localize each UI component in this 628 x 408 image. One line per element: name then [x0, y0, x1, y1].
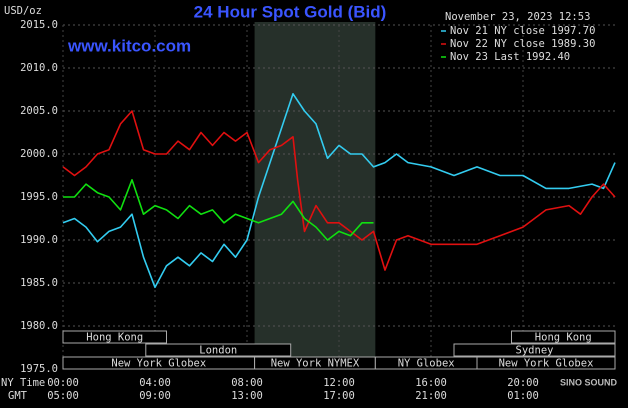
- timestamp: November 23, 2023 12:53: [445, 11, 590, 23]
- y-tick-label: 2010.0: [20, 62, 58, 74]
- session-bar: [145, 343, 292, 357]
- y-tick-label: 1995.0: [20, 191, 58, 203]
- session-bar: [511, 330, 616, 344]
- series-line: [63, 179, 374, 241]
- x-row-label: NY Time: [1, 377, 45, 389]
- chart-title: 24 Hour Spot Gold (Bid): [194, 2, 387, 21]
- y-tick-label: 1975.0: [20, 363, 58, 375]
- x-tick-label: 20:00: [507, 377, 539, 389]
- y-tick-label: 2000.0: [20, 148, 58, 160]
- watermark: SINO SOUND: [560, 377, 618, 387]
- session-label: New York Globex: [499, 358, 594, 370]
- session-bar: [476, 356, 616, 370]
- session-label: New York Globex: [111, 358, 206, 370]
- y-axis-label: USD/oz: [4, 5, 42, 17]
- session-label: Hong Kong: [535, 332, 592, 344]
- session-bar: [62, 330, 167, 344]
- legend-label: Nov 21 NY close 1997.70: [450, 25, 595, 37]
- y-tick-label: 2015.0: [20, 19, 58, 31]
- session-label: London: [199, 345, 237, 357]
- gmt-tick-label: 17:00: [323, 390, 355, 402]
- gmt-tick-label: 09:00: [139, 390, 171, 402]
- gmt-tick-label: 13:00: [231, 390, 263, 402]
- gmt-tick-label: 01:00: [507, 390, 539, 402]
- gmt-tick-label: 21:00: [415, 390, 447, 402]
- legend-label: Nov 23 Last 1992.40: [450, 51, 570, 63]
- y-tick-label: 1990.0: [20, 234, 58, 246]
- session-label: NY Globex: [398, 358, 455, 370]
- legend-label: Nov 22 NY close 1989.30: [450, 38, 595, 50]
- website: www.kitco.com: [67, 36, 191, 55]
- series-line: [62, 93, 616, 289]
- gmt-tick-label: 05:00: [47, 390, 79, 402]
- series-line: [62, 110, 616, 271]
- gmt-row-label: GMT: [8, 390, 28, 402]
- x-tick-label: 16:00: [415, 377, 447, 389]
- x-tick-label: 04:00: [139, 377, 171, 389]
- session-label: Hong Kong: [86, 332, 143, 344]
- session-label: Sydney: [516, 345, 554, 357]
- plot-area: 1975.0 1980.0 1985.0 1990.0 1995.0 2000.0 2005…: [20, 19, 616, 402]
- session-bar: [453, 343, 616, 357]
- session-shade: [254, 22, 376, 369]
- y-tick-label: 1985.0: [20, 277, 58, 289]
- x-tick-label: 00:00: [47, 377, 79, 389]
- y-tick-label: 1980.0: [20, 320, 58, 332]
- session-label: New York NYMEX: [271, 358, 360, 370]
- y-tick-label: 2005.0: [20, 105, 58, 117]
- x-tick-label: 08:00: [231, 377, 263, 389]
- x-tick-label: 12:00: [323, 377, 355, 389]
